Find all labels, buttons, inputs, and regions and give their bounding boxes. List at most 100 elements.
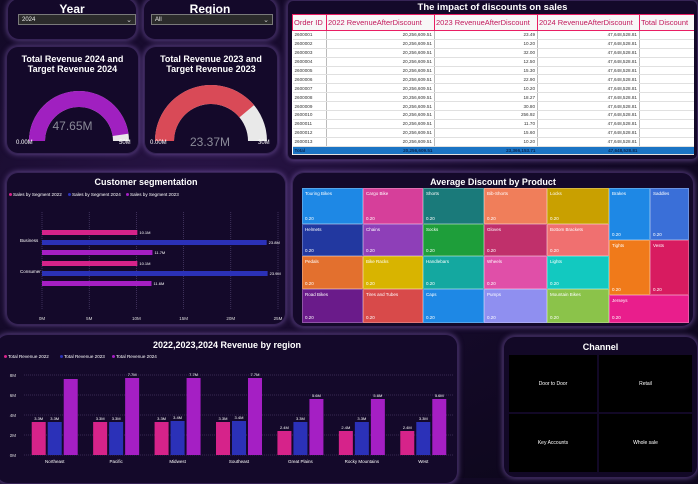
year-dropdown[interactable]: 2024 ⌄ bbox=[18, 14, 136, 25]
bar[interactable] bbox=[293, 422, 308, 455]
bar[interactable] bbox=[109, 422, 124, 455]
bar[interactable] bbox=[309, 399, 324, 455]
x-tick-label: 10M bbox=[132, 316, 141, 321]
tile-value: 0.20 bbox=[305, 216, 314, 221]
treemap-tile[interactable]: Chains 0.20 bbox=[363, 224, 423, 256]
bar[interactable] bbox=[354, 422, 369, 455]
treemap-tile[interactable]: Saddles 0.20 bbox=[650, 188, 689, 240]
treemap-tile[interactable]: Pedals 0.20 bbox=[302, 256, 363, 289]
treemap-tile[interactable]: Brakes 0.20 bbox=[609, 188, 650, 240]
bar[interactable] bbox=[277, 431, 292, 455]
table-row[interactable]: 2600012 20,256,609.51 15.60 47,648,528.81 bbox=[292, 128, 694, 138]
tile-value: 0.20 bbox=[487, 248, 496, 253]
table-header-cell[interactable]: 2023 RevenueAfterDiscount bbox=[434, 14, 538, 31]
treemap-tile[interactable]: Shorts 0.20 bbox=[423, 188, 484, 224]
bar[interactable] bbox=[31, 422, 46, 455]
table-row[interactable]: 2600007 20,256,609.51 10.20 47,648,528.81 bbox=[292, 83, 694, 94]
bar[interactable] bbox=[42, 250, 153, 255]
bar[interactable] bbox=[416, 422, 431, 455]
treemap-tile[interactable]: Touring Bikes 0.20 bbox=[302, 188, 363, 224]
treemap-tile[interactable]: Vests 0.20 bbox=[650, 240, 689, 295]
table-header-cell[interactable]: Total Discount bbox=[639, 14, 694, 31]
channel-label: Whole sale bbox=[633, 440, 658, 446]
table-cell: 10.20 bbox=[434, 83, 538, 94]
treemap-tile[interactable]: Tights 0.20 bbox=[609, 240, 650, 295]
tile-name: Pedals bbox=[305, 259, 319, 264]
bar[interactable] bbox=[216, 422, 230, 455]
category-label: Northeast bbox=[45, 459, 65, 464]
tile-name: Bottom Brackets bbox=[550, 227, 584, 232]
bar[interactable] bbox=[42, 261, 138, 266]
treemap-tile[interactable]: Bike Racks 0.20 bbox=[363, 256, 423, 289]
bar[interactable] bbox=[338, 431, 353, 455]
bar[interactable] bbox=[154, 422, 169, 455]
gauge-2023-chart bbox=[155, 84, 267, 141]
bar[interactable] bbox=[186, 378, 201, 455]
channel-key-accounts[interactable]: Key Accounts bbox=[509, 414, 597, 472]
region-dropdown[interactable]: All ⌄ bbox=[151, 14, 273, 25]
year-dropdown-value: 2024 bbox=[22, 17, 36, 23]
bar[interactable] bbox=[42, 230, 138, 235]
bar[interactable] bbox=[370, 399, 385, 455]
table-cell bbox=[639, 101, 694, 112]
table-header-cell[interactable]: Order ID bbox=[292, 14, 327, 31]
table-header-cell[interactable]: 2024 RevenueAfterDiscount bbox=[537, 14, 640, 31]
data-label: 3.3M bbox=[96, 416, 105, 421]
table-cell: 47,648,528.81 bbox=[537, 110, 640, 120]
treemap-tile[interactable]: Helmets 0.20 bbox=[302, 224, 363, 256]
tile-name: Touring Bikes bbox=[305, 191, 333, 196]
bar[interactable] bbox=[170, 421, 185, 455]
treemap-tile[interactable]: Jerseys 0.20 bbox=[609, 295, 689, 323]
table-row[interactable]: 2600008 20,256,609.51 18.27 47,648,528.81 bbox=[292, 92, 694, 103]
tile-value: 0.20 bbox=[426, 248, 435, 253]
table-row[interactable]: 2600003 20,256,609.51 32.00 47,648,528.81 bbox=[292, 48, 694, 58]
bar[interactable] bbox=[63, 379, 78, 455]
table-row[interactable]: 2600001 20,256,609.51 23.49 47,648,528.81 bbox=[292, 30, 694, 40]
bar[interactable] bbox=[248, 378, 262, 455]
table-row[interactable]: 2600010 20,256,609.51 256.92 47,648,528.81 bbox=[292, 110, 694, 120]
data-label: 3.4M bbox=[235, 415, 244, 420]
bar[interactable] bbox=[42, 271, 268, 276]
bar[interactable] bbox=[42, 240, 267, 245]
treemap-tile[interactable]: Tires and Tubes 0.20 bbox=[363, 289, 423, 323]
table-row[interactable]: 2600004 20,256,609.51 12.50 47,648,528.81 bbox=[292, 57, 694, 67]
treemap-tile[interactable]: Socks 0.20 bbox=[423, 224, 484, 256]
table-cell: 2600004 bbox=[292, 57, 327, 67]
table-row[interactable]: 2600011 20,256,609.51 11.70 47,648,528.81 bbox=[292, 119, 694, 129]
table-row[interactable]: 2600002 20,256,609.51 10.20 47,648,528.81 bbox=[292, 39, 694, 49]
treemap-tile[interactable]: Wheels 0.20 bbox=[484, 256, 547, 289]
treemap-tile[interactable]: Lights 0.20 bbox=[547, 256, 609, 289]
tile-value: 0.20 bbox=[366, 281, 375, 286]
channel-retail[interactable]: Retail bbox=[599, 355, 692, 412]
bar[interactable] bbox=[232, 421, 246, 455]
table-cell: 47,648,528.81 bbox=[537, 128, 640, 138]
treemap-tile[interactable]: Cargo Bike 0.20 bbox=[363, 188, 423, 224]
table-cell bbox=[639, 39, 694, 49]
treemap-tile[interactable]: Gloves 0.20 bbox=[484, 224, 547, 256]
treemap-tile[interactable]: Handlebars 0.20 bbox=[423, 256, 484, 289]
table-row[interactable]: 2600006 20,256,609.51 22.90 47,648,528.81 bbox=[292, 74, 694, 85]
data-label: 2.4M bbox=[341, 425, 350, 430]
table-header-cell[interactable]: 2022 RevenueAfterDiscount bbox=[326, 14, 435, 31]
channel-whole-sale[interactable]: Whole sale bbox=[599, 414, 692, 472]
treemap-tile[interactable]: Caps 0.20 bbox=[423, 289, 484, 323]
bar[interactable] bbox=[432, 399, 447, 455]
data-label: 10.1M bbox=[139, 230, 150, 235]
bar[interactable] bbox=[47, 422, 62, 455]
treemap-tile[interactable]: Locks 0.20 bbox=[547, 188, 609, 224]
bar[interactable] bbox=[42, 281, 152, 286]
treemap-tile[interactable]: Pumps 0.20 bbox=[484, 289, 547, 323]
table-cell: 47,648,528.81 bbox=[537, 92, 640, 103]
bar[interactable] bbox=[400, 431, 415, 455]
channel-door-to-door[interactable]: Door to Door bbox=[509, 355, 597, 412]
treemap-tile[interactable]: Mountain Bikes 0.20 bbox=[547, 289, 609, 323]
bar[interactable] bbox=[125, 378, 140, 455]
treemap-tile[interactable]: Bottom Brackets 0.20 bbox=[547, 224, 609, 256]
table-row[interactable]: 2600009 20,256,609.51 30.80 47,648,528.81 bbox=[292, 101, 694, 112]
treemap-tile[interactable]: Bib-Shorts 0.20 bbox=[484, 188, 547, 224]
bar[interactable] bbox=[93, 422, 108, 455]
table-row[interactable]: 2600013 20,256,609.51 10.20 47,648,528.81 bbox=[292, 137, 694, 147]
treemap-tile[interactable]: Road Bikes 0.20 bbox=[302, 289, 363, 323]
table-row[interactable]: 2600005 20,256,609.51 15.30 47,648,528.81 bbox=[292, 66, 694, 76]
legend-dot-icon bbox=[126, 193, 129, 197]
